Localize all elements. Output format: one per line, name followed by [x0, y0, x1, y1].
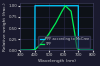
YPF: [53, 26, 54, 27]
YPF: [90, 50, 91, 51]
YPF: [65, 5, 66, 6]
YPF: [77, 48, 78, 49]
YPF: [90, 50, 91, 51]
PPF according to McCree: [77, 5, 78, 6]
YPF: [20, 50, 21, 51]
Legend: PPF according to McCree, YPF: PPF according to McCree, YPF: [38, 36, 90, 48]
PPF according to McCree: [92, 50, 93, 51]
PPF according to McCree: [20, 50, 21, 51]
Line: YPF: YPF: [20, 6, 93, 50]
PPF according to McCree: [90, 50, 91, 51]
PPF according to McCree: [53, 5, 54, 6]
YPF: [92, 50, 93, 51]
Line: PPF according to McCree: PPF according to McCree: [20, 6, 93, 50]
PPF according to McCree: [55, 5, 56, 6]
PPF according to McCree: [24, 50, 25, 51]
PPF according to McCree: [34, 5, 36, 6]
YPF: [55, 23, 56, 24]
YPF: [24, 50, 25, 51]
X-axis label: Wavelength (nm): Wavelength (nm): [38, 59, 76, 63]
PPF according to McCree: [90, 50, 91, 51]
Y-axis label: Relative weight (frac.): Relative weight (frac.): [4, 3, 8, 51]
